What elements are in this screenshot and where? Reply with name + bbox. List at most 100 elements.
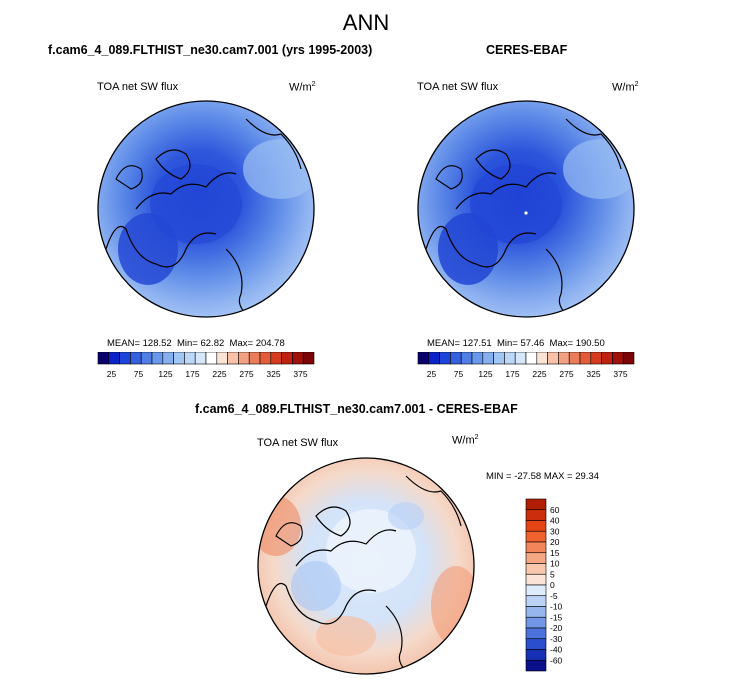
- panel-1-variable: TOA net SW flux: [97, 81, 179, 93]
- panel-2-colorbar: 25 75 125 175 225 275 325 375: [417, 352, 635, 379]
- colorbar-swatch: [216, 352, 228, 365]
- colorbar-swatch: [504, 352, 516, 365]
- colorbar-level-label: -15: [550, 612, 563, 622]
- colorbar-level-label: -40: [550, 645, 563, 655]
- colorbar-swatch: [568, 352, 581, 365]
- colorbar-tick-label: 275: [239, 369, 253, 379]
- colorbar-swatch: [525, 552, 547, 564]
- colorbar-swatch: [238, 352, 250, 365]
- colorbar-swatch: [108, 352, 120, 365]
- colorbar-tick-label: 175: [505, 369, 519, 379]
- colorbar-tick-label: 175: [185, 369, 199, 379]
- colorbar-swatch: [525, 659, 547, 672]
- colorbar-level-label: 30: [550, 526, 560, 536]
- colorbar-level-label: -60: [550, 655, 563, 665]
- colorbar-tick-label: 75: [134, 369, 144, 379]
- colorbar-swatch: [558, 352, 570, 365]
- colorbar-swatch: [514, 352, 527, 365]
- panel-3-variable: TOA net SW flux: [257, 437, 339, 449]
- colorbar-level-label: 60: [550, 505, 560, 515]
- colorbar-swatch: [525, 627, 547, 640]
- colorbar-swatch: [525, 352, 538, 365]
- colorbar-swatch: [482, 352, 494, 365]
- colorbar-swatch: [173, 352, 185, 365]
- colorbar-swatch: [525, 530, 547, 543]
- colorbar-swatch: [525, 595, 547, 607]
- colorbar-tick-label: 25: [427, 369, 437, 379]
- colorbar-level-label: -5: [550, 591, 558, 601]
- panel-2-stats: MEAN= 127.51 Min= 57.46 Max= 190.50: [427, 338, 605, 349]
- colorbar-level-label: -10: [550, 602, 563, 612]
- colorbar-swatch: [194, 352, 207, 365]
- colorbar-swatch: [227, 352, 239, 365]
- panel-1-colorbar: 25 75 125 175 225 275 325 375: [97, 352, 315, 379]
- colorbar-swatch: [525, 638, 547, 650]
- colorbar-swatch: [184, 352, 196, 365]
- colorbar-tick-label: 375: [293, 369, 307, 379]
- colorbar-swatch: [439, 352, 451, 365]
- colorbar-swatch: [525, 509, 547, 521]
- colorbar-swatch: [547, 352, 559, 365]
- colorbar-swatch: [270, 352, 282, 365]
- colorbar-swatch: [525, 649, 547, 661]
- panel-2-title: CERES-EBAF: [486, 43, 568, 57]
- panel-3-units: W/m2: [452, 434, 479, 447]
- colorbar-swatch: [525, 520, 547, 532]
- colorbar-tick-label: 125: [158, 369, 172, 379]
- colorbar-level-label: 5: [550, 569, 555, 579]
- colorbar-level-label: 0: [550, 580, 555, 590]
- colorbar-swatch: [525, 606, 547, 618]
- colorbar-level-label: 40: [550, 516, 560, 526]
- colorbar-swatch: [471, 352, 484, 365]
- colorbar-swatch: [493, 352, 505, 365]
- colorbar-swatch: [162, 352, 174, 365]
- colorbar-tick-label: 325: [586, 369, 600, 379]
- colorbar-swatch: [460, 352, 473, 365]
- colorbar-swatch: [151, 352, 164, 365]
- panel-3-title: f.cam6_4_089.FLTHIST_ne30.cam7.001 - CER…: [195, 402, 518, 416]
- colorbar-tick-label: 375: [613, 369, 627, 379]
- colorbar-swatch: [428, 352, 440, 365]
- colorbar-swatch: [590, 352, 602, 365]
- panel-1-units: W/m2: [289, 81, 316, 94]
- colorbar-swatch: [525, 584, 547, 597]
- colorbar-tick-label: 25: [107, 369, 117, 379]
- colorbar-swatch: [525, 541, 547, 554]
- colorbar-swatch: [119, 352, 131, 365]
- colorbar-swatch: [140, 352, 153, 365]
- colorbar-swatch: [525, 563, 547, 575]
- panel-2-units: W/m2: [612, 81, 639, 94]
- panel-1-polar-map: [97, 100, 315, 318]
- colorbar-tick-label: 125: [478, 369, 492, 379]
- colorbar-level-label: -30: [550, 634, 563, 644]
- panel-3-stats: MIN = -27.58 MAX = 29.34: [486, 471, 600, 482]
- panel-1-title: f.cam6_4_089.FLTHIST_ne30.cam7.001 (yrs …: [48, 43, 373, 57]
- colorbar-level-label: 20: [550, 537, 560, 547]
- colorbar-swatch: [579, 352, 592, 365]
- colorbar-swatch: [612, 352, 624, 365]
- colorbar-swatch: [622, 352, 635, 365]
- panel-1-stats: MEAN= 128.52 Min= 62.82 Max= 204.78: [107, 338, 285, 349]
- colorbar-level-label: 10: [550, 559, 560, 569]
- panel-2-variable: TOA net SW flux: [417, 81, 499, 93]
- colorbar-swatch: [525, 498, 547, 511]
- colorbar-swatch: [450, 352, 462, 365]
- colorbar-swatch: [281, 352, 293, 365]
- colorbar-swatch: [536, 352, 548, 365]
- figure-title: ANN: [342, 10, 390, 35]
- colorbar-swatch: [417, 352, 430, 365]
- colorbar-swatch: [205, 352, 218, 365]
- colorbar-swatch: [248, 352, 261, 365]
- colorbar-level-label: 15: [550, 548, 560, 558]
- panel-2-polar-map: [417, 100, 635, 318]
- colorbar-tick-label: 325: [266, 369, 280, 379]
- colorbar-swatch: [259, 352, 272, 365]
- colorbar-swatch: [130, 352, 142, 365]
- colorbar-tick-label: 225: [532, 369, 546, 379]
- panel-3-polar-map: [257, 457, 475, 675]
- colorbar-swatch: [97, 352, 110, 365]
- colorbar-swatch: [601, 352, 613, 365]
- colorbar-tick-label: 225: [212, 369, 226, 379]
- colorbar-level-label: -20: [550, 623, 563, 633]
